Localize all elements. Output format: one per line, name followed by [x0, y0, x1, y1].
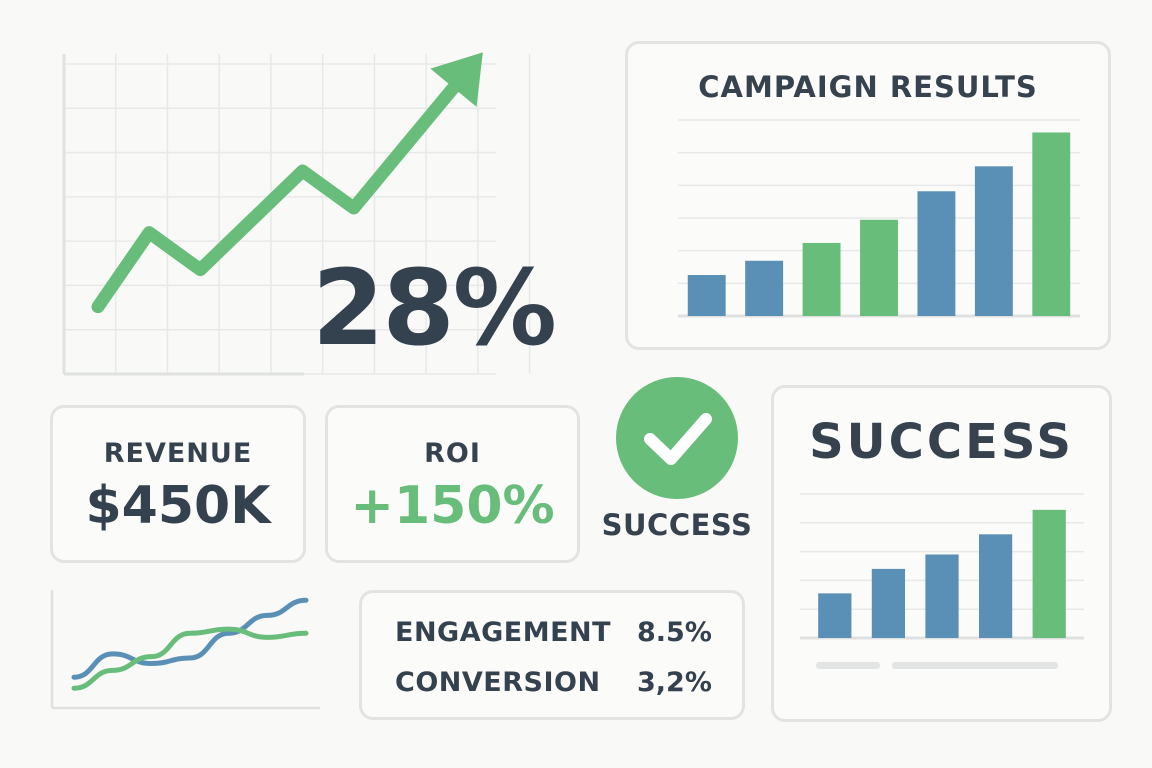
- campaign-bar-chart: [678, 119, 1080, 318]
- legend-placeholder: [816, 662, 880, 669]
- metric-value: 8.5%: [637, 617, 712, 648]
- metrics-card: ENGAGEMENT 8.5% CONVERSION 3,2%: [359, 590, 745, 720]
- bar: [974, 166, 1013, 316]
- bar: [802, 242, 841, 316]
- mini-line-chart: [48, 586, 320, 714]
- bar: [871, 568, 906, 638]
- series-line: [71, 597, 309, 680]
- metric-name: CONVERSION: [395, 667, 601, 698]
- bar: [818, 593, 852, 638]
- success-card-title: SUCCESS: [809, 414, 1074, 470]
- success-badge-label: SUCCESS: [601, 508, 753, 542]
- success-bar-chart: [800, 493, 1084, 669]
- success-card: SUCCESS: [771, 385, 1112, 722]
- bar: [925, 554, 959, 638]
- metric-name: ENGAGEMENT: [395, 617, 612, 648]
- campaign-results-title: CAMPAIGN RESULTS: [698, 70, 1038, 104]
- growth-percentage: 28%: [312, 247, 557, 369]
- revenue-value: $450K: [85, 476, 271, 536]
- growth-trend-line: [91, 78, 463, 314]
- bar: [1032, 132, 1071, 316]
- growth-chart-svg: [62, 52, 531, 376]
- bar: [687, 275, 726, 316]
- campaign-results-card: CAMPAIGN RESULTS: [625, 41, 1111, 350]
- bar: [978, 534, 1013, 638]
- success-badge: [616, 377, 738, 499]
- bar: [745, 260, 784, 316]
- trend-arrowhead: [430, 52, 483, 107]
- roi-card: ROI +150%: [325, 405, 580, 563]
- bar: [917, 191, 956, 316]
- roi-value: +150%: [350, 476, 555, 536]
- revenue-card: REVENUE $450K: [50, 405, 306, 563]
- series-line: [71, 626, 309, 691]
- revenue-label: REVENUE: [103, 438, 253, 469]
- bar: [1032, 509, 1066, 638]
- bar: [860, 219, 898, 316]
- mini-line-chart-svg: [50, 590, 320, 710]
- checkmark-icon: [644, 413, 712, 465]
- metric-value: 3,2%: [637, 667, 712, 698]
- legend-placeholder: [892, 662, 1058, 669]
- growth-chart: [56, 40, 576, 380]
- roi-label: ROI: [424, 438, 481, 469]
